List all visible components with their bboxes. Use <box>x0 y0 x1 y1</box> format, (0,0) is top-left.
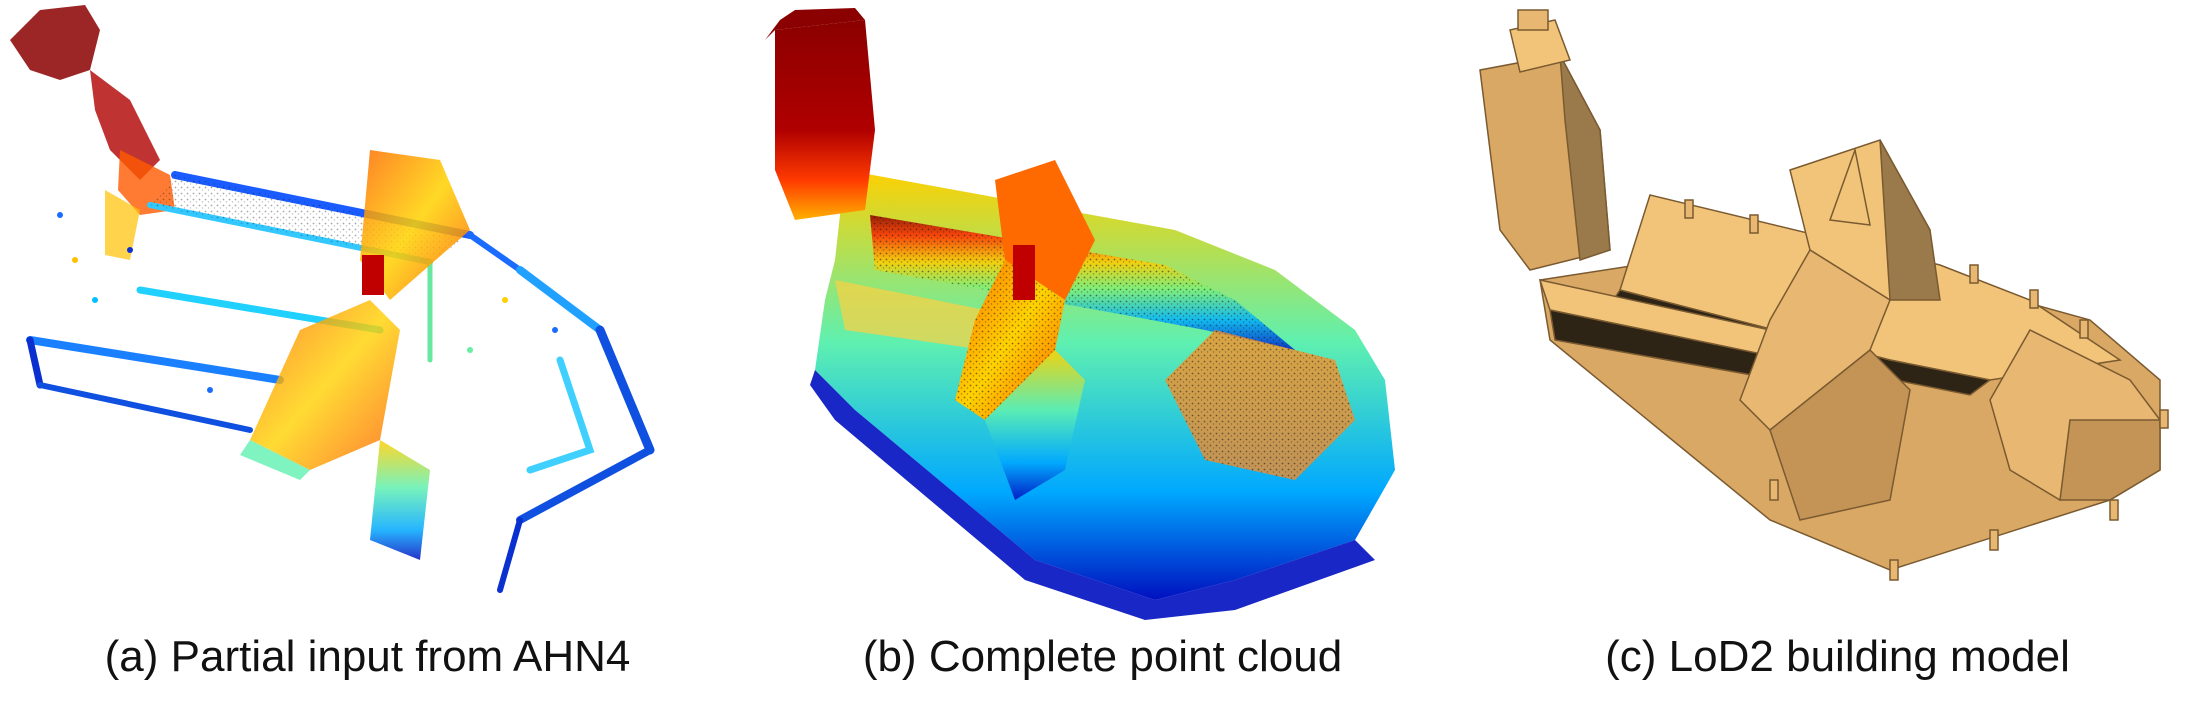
complete-point-cloud-image <box>765 8 1395 620</box>
tower-points <box>10 5 175 260</box>
panel-c: (c) LoD2 building model <box>1470 0 2205 715</box>
model-body <box>1479 9 2169 581</box>
panel-a: (a) Partial input from AHN4 <box>0 0 735 715</box>
caption-a: (a) Partial input from AHN4 <box>104 632 631 681</box>
lod2-building-model-image <box>1479 9 2169 581</box>
transept-points <box>240 150 470 560</box>
cloud-body <box>765 8 1395 620</box>
partial-point-cloud-image <box>10 5 655 593</box>
panel-b: (b) Complete point cloud <box>735 0 1470 715</box>
caption-c: (c) LoD2 building model <box>1605 632 2070 681</box>
scatter-points <box>57 212 558 393</box>
caption-b: (b) Complete point cloud <box>862 632 1343 681</box>
